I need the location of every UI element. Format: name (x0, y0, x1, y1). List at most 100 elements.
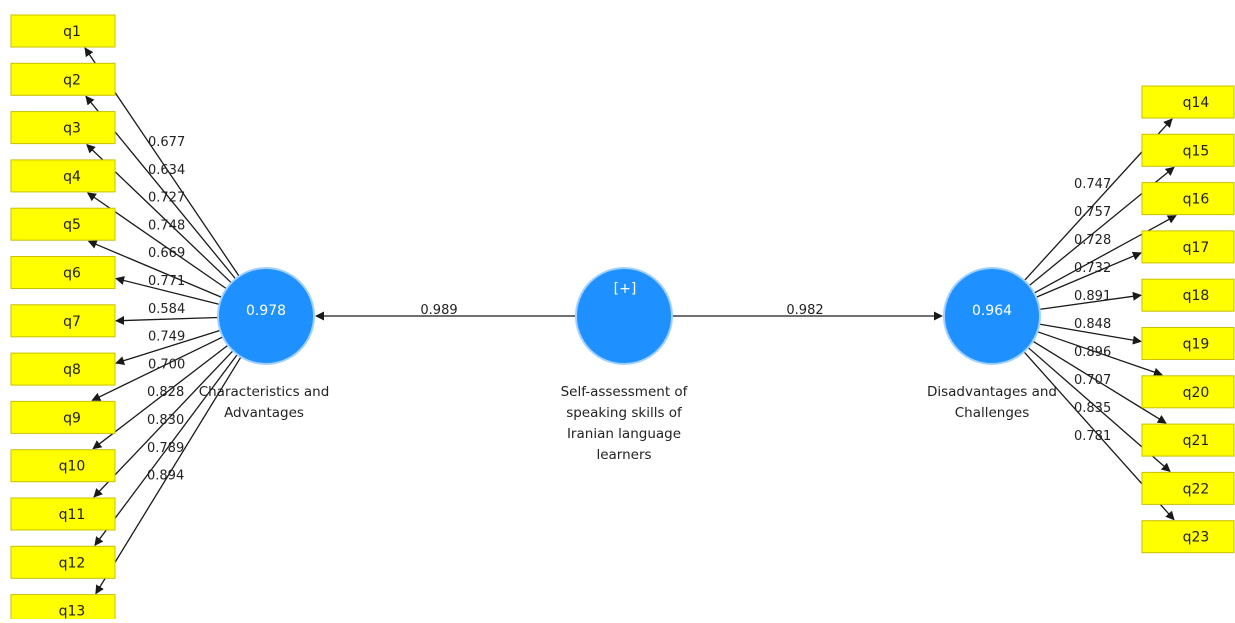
loading-value-q9: 0.700 (148, 357, 185, 372)
loading-edge-q11 (93, 350, 234, 498)
loading-edge-q9 (91, 336, 224, 401)
loading-value-q14: 0.747 (1074, 177, 1111, 192)
loading-value-q4: 0.748 (148, 218, 185, 233)
construct-name-line: learners (596, 447, 651, 463)
indicator-label: q9 (63, 410, 81, 426)
loading-edge-q6 (115, 276, 220, 305)
loading-value-q20: 0.896 (1074, 345, 1111, 360)
indicator-q4[interactable]: q4 (10, 159, 116, 193)
indicator-box (10, 159, 116, 193)
loading-value-q10: 0.828 (147, 385, 184, 400)
indicator-q8[interactable]: q8 (10, 352, 116, 386)
indicator-q10[interactable]: q10 (10, 449, 116, 483)
loading-edge-q18 (1039, 291, 1142, 311)
indicator-label: q3 (63, 121, 81, 137)
indicator-box (1141, 423, 1235, 457)
loading-value-q3: 0.727 (148, 191, 185, 206)
loading-value-q6: 0.771 (148, 274, 185, 289)
indicator-q5[interactable]: q5 (10, 207, 116, 241)
indicator-label: q4 (63, 169, 81, 185)
indicator-box (1141, 85, 1235, 119)
loading-value-q12: 0.789 (147, 441, 184, 456)
indicator-label: q23 (1183, 530, 1210, 546)
loading-edge-q20 (1037, 331, 1163, 377)
indicator-label: q2 (63, 72, 81, 88)
indicator-label: q20 (1183, 385, 1210, 401)
indicator-label: q16 (1183, 192, 1210, 208)
indicator-q3[interactable]: q3 (10, 111, 116, 145)
loading-value-q1: 0.677 (148, 135, 185, 150)
loading-value-q8: 0.749 (148, 330, 185, 345)
indicator-q16[interactable]: q16 (1141, 182, 1235, 216)
indicator-q23[interactable]: q23 (1141, 520, 1235, 554)
indicator-box (10, 207, 116, 241)
loading-edge-q13 (95, 356, 242, 595)
construct-characteristics-advantages[interactable]: 0.978 (217, 267, 315, 365)
indicator-box (10, 594, 116, 623)
indicator-box (10, 256, 116, 289)
path-coefficient-characteristics: 0.989 (420, 303, 457, 318)
indicator-label: q5 (63, 217, 81, 233)
indicator-q6[interactable]: q6 (10, 256, 116, 289)
indicator-q13[interactable]: q13 (10, 594, 116, 623)
loading-edge-q17 (1035, 251, 1142, 298)
indicator-box (1141, 278, 1235, 312)
indicator-label: q8 (63, 362, 81, 378)
indicator-q1[interactable]: q1 (10, 14, 116, 48)
indicator-q15[interactable]: q15 (1141, 133, 1235, 167)
indicator-label: q10 (59, 459, 86, 475)
indicator-q20[interactable]: q20 (1141, 375, 1235, 409)
loading-value-q17: 0.732 (1074, 261, 1111, 276)
indicator-q21[interactable]: q21 (1141, 423, 1235, 457)
construct-disadvantages-challenges[interactable]: 0.964 (943, 267, 1041, 365)
indicator-q18[interactable]: q18 (1141, 278, 1235, 312)
indicator-label: q19 (1183, 337, 1210, 353)
labels-layer: 0.989 0.982 0.677 0.634 0.727 0.748 0.669 0.771… (147, 135, 1111, 484)
indicator-box (10, 400, 116, 434)
loading-edge-q5 (87, 240, 223, 298)
latent-circle (217, 267, 315, 365)
indicator-label: q13 (59, 604, 86, 619)
expand-marker[interactable]: [+] (614, 281, 637, 297)
indicator-box (1141, 230, 1235, 264)
indicator-q12[interactable]: q12 (10, 545, 116, 579)
construct-name-line: Self-assessment of (561, 384, 689, 400)
edges-layer (84, 47, 1177, 595)
construct-name-line: Disadvantages and (927, 384, 1057, 400)
loading-value-q2: 0.634 (148, 163, 185, 178)
indicator-label: q17 (1183, 240, 1210, 256)
r-squared-value: 0.964 (972, 303, 1012, 319)
indicator-label: q14 (1183, 95, 1210, 111)
indicator-q11[interactable]: q11 (10, 497, 116, 531)
loading-value-q19: 0.848 (1074, 317, 1111, 332)
indicator-q2[interactable]: q2 (10, 62, 116, 96)
loading-edge-q21 (1032, 340, 1167, 424)
indicator-box (10, 62, 116, 96)
construct-name-line: Advantages (224, 405, 304, 421)
indicator-q9[interactable]: q9 (10, 400, 116, 434)
loading-value-q15: 0.757 (1074, 205, 1111, 220)
indicator-q17[interactable]: q17 (1141, 230, 1235, 264)
construct-self-assessment-speaking[interactable]: [+] (575, 267, 673, 365)
indicator-q7[interactable]: q7 (10, 304, 116, 338)
indicator-q22[interactable]: q22 (1141, 471, 1235, 505)
indicator-q19[interactable]: q19 (1141, 327, 1235, 360)
indicator-box (1141, 182, 1235, 216)
loading-value-q7: 0.584 (148, 302, 185, 317)
indicator-q14[interactable]: q14 (1141, 85, 1235, 119)
loading-value-q16: 0.728 (1074, 233, 1111, 248)
indicator-label: q22 (1183, 481, 1210, 497)
indicator-box (1141, 375, 1235, 409)
loading-edge-q19 (1039, 323, 1142, 345)
indicator-label: q18 (1183, 288, 1210, 304)
indicator-box (10, 304, 116, 338)
indicator-label: q7 (63, 314, 81, 330)
indicator-box (1141, 520, 1235, 554)
indicator-label: q6 (63, 266, 81, 282)
indicator-box (10, 497, 116, 531)
indicator-box (10, 14, 116, 48)
indicator-box (10, 352, 116, 386)
path-coefficient-disadvantages: 0.982 (786, 303, 823, 318)
